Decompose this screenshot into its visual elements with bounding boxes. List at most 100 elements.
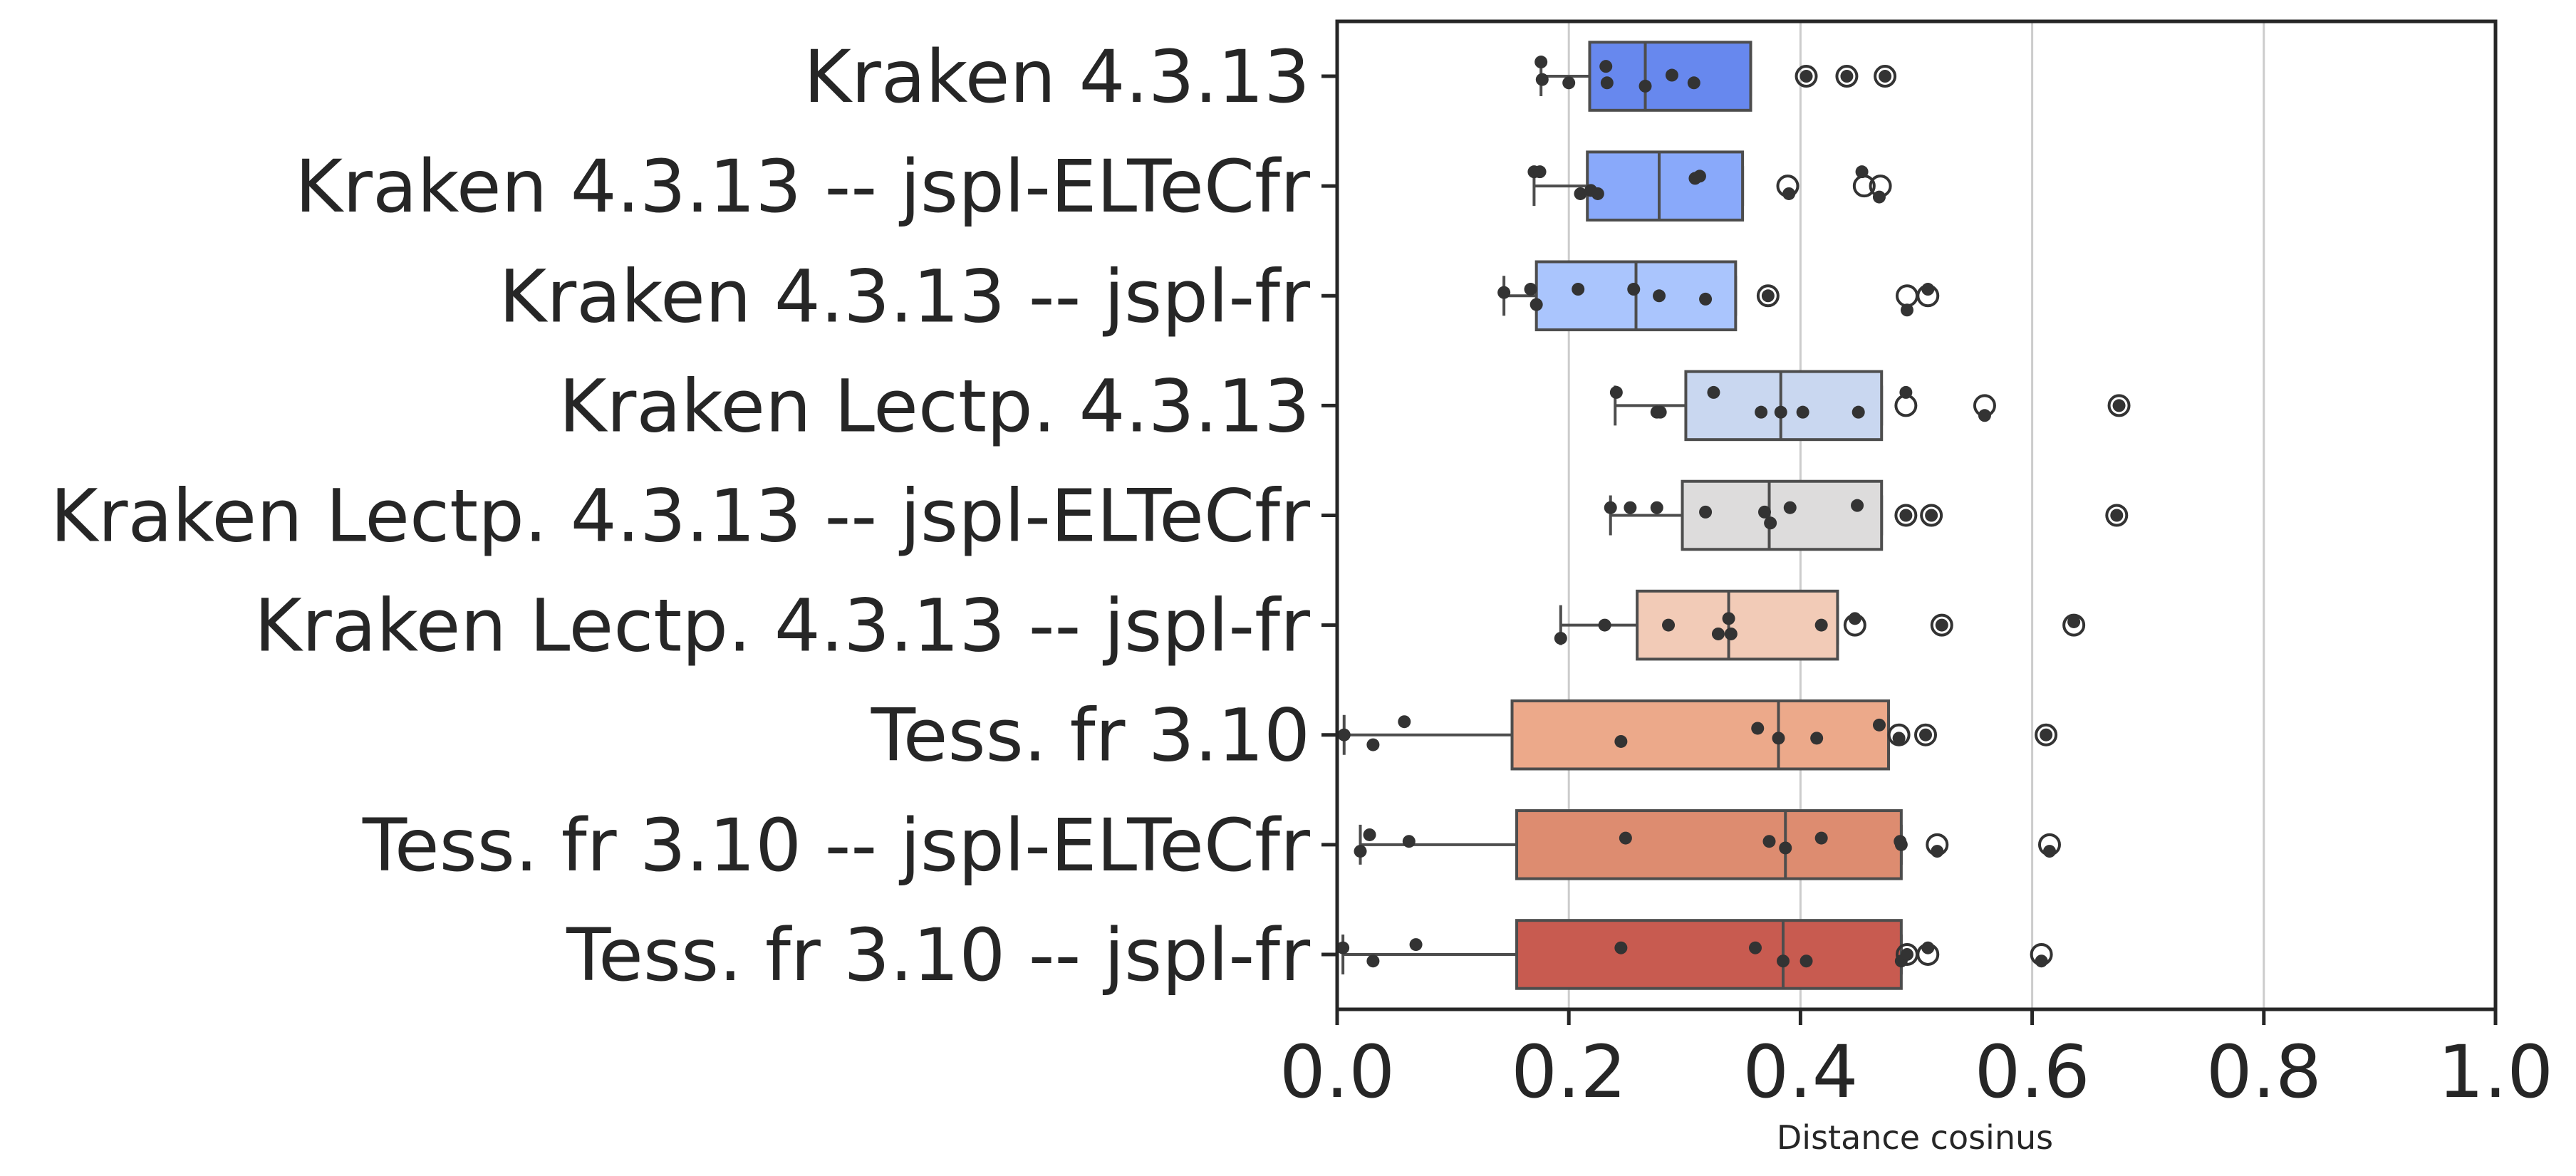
outlier-marker	[1874, 65, 1897, 88]
data-point	[1892, 732, 1906, 745]
data-point	[1762, 835, 1776, 848]
data-point	[1855, 165, 1869, 179]
data-point	[1852, 405, 1865, 419]
data-point	[1337, 728, 1351, 741]
data-point	[1921, 283, 1935, 296]
outlier-marker	[1914, 723, 1938, 746]
x-tick-label: 0.2	[1511, 1030, 1626, 1115]
data-point	[1810, 732, 1824, 745]
data-point	[1363, 828, 1376, 841]
data-point	[1757, 505, 1771, 519]
data-point	[1409, 938, 1423, 952]
data-point	[1755, 405, 1768, 419]
data-point	[1572, 283, 1585, 296]
box-group-5	[1554, 589, 2086, 661]
data-point	[1534, 56, 1548, 69]
box-group-0	[1534, 41, 1897, 112]
data-point	[1919, 728, 1933, 741]
category-label: Tess. fr 3.10 -- jspl-ELTeCfr	[362, 803, 1310, 888]
data-point	[1978, 409, 1991, 422]
outlier-marker	[1920, 504, 1943, 527]
data-point	[1627, 283, 1641, 296]
data-point	[1624, 501, 1637, 514]
data-point	[1764, 516, 1777, 530]
x-tick-label: 0.8	[2206, 1030, 2322, 1115]
data-point	[1900, 947, 1913, 961]
data-point	[1921, 941, 1935, 954]
data-point	[1650, 501, 1663, 514]
category-label: Kraken 4.3.13 -- jspl-ELTeCfr	[295, 145, 1310, 229]
data-point	[1354, 845, 1367, 858]
data-point	[1598, 618, 1611, 632]
data-point	[1707, 385, 1720, 399]
box-iqr	[1586, 150, 1745, 222]
data-point	[1851, 499, 1864, 512]
data-point	[1665, 68, 1678, 82]
category-label: Kraken Lectp. 4.3.13 -- jspl-fr	[254, 584, 1310, 669]
box-iqr	[1515, 919, 1903, 990]
category-label: Kraken 4.3.13	[804, 35, 1310, 120]
data-point	[2040, 728, 2053, 741]
data-point	[1638, 79, 1652, 93]
data-point	[1879, 70, 1892, 83]
data-point	[2110, 509, 2124, 522]
x-tick-label: 0.0	[1279, 1030, 1395, 1115]
x-tick-label: 0.4	[1743, 1030, 1858, 1115]
outlier-marker	[2035, 723, 2058, 746]
data-point	[1899, 385, 1913, 399]
box-iqr	[1684, 370, 1884, 442]
data-point	[1693, 170, 1706, 183]
data-point	[1609, 385, 1623, 399]
data-point	[1774, 405, 1787, 419]
x-tick-label: 0.6	[1974, 1030, 2089, 1115]
x-tick-label: 1.0	[2438, 1030, 2553, 1115]
box-iqr	[1515, 809, 1903, 880]
box-group-3	[1609, 370, 2131, 442]
data-point	[2067, 615, 2081, 628]
data-point	[1900, 303, 1913, 317]
category-label: Tess. fr 3.10 -- jspl-fr	[566, 913, 1310, 998]
data-point	[1530, 298, 1543, 311]
box-group-6	[1337, 699, 2058, 771]
data-point	[1779, 841, 1792, 855]
data-point	[1662, 618, 1676, 632]
data-point	[1699, 292, 1713, 306]
data-point	[1777, 954, 1790, 968]
data-point	[1574, 187, 1587, 200]
data-point	[1848, 612, 1861, 625]
data-point	[1796, 405, 1809, 419]
data-point	[1782, 187, 1796, 200]
data-point	[1894, 838, 1908, 851]
boxes	[1336, 41, 2131, 990]
data-point	[1535, 73, 1549, 86]
data-point	[1931, 845, 1944, 858]
data-point	[1600, 76, 1614, 90]
data-point	[1533, 165, 1547, 179]
outlier-marker	[1756, 284, 1780, 308]
data-point	[2035, 954, 2048, 968]
data-point	[1872, 190, 1886, 204]
data-point	[1772, 732, 1785, 745]
outlier-marker	[2105, 504, 2129, 527]
outlier-marker	[1930, 613, 1953, 637]
data-point	[1497, 286, 1511, 299]
data-point	[1366, 954, 1380, 968]
category-label: Kraken 4.3.13 -- jspl-fr	[499, 254, 1310, 339]
data-point	[1591, 187, 1604, 200]
data-point	[1562, 76, 1576, 90]
outlier-marker	[1795, 65, 1818, 88]
data-point	[1748, 941, 1762, 954]
data-point	[1935, 618, 1948, 632]
data-point	[1402, 835, 1416, 848]
data-point	[1799, 70, 1813, 83]
data-point	[1554, 632, 1567, 645]
data-point	[1840, 70, 1854, 83]
data-point	[1925, 509, 1938, 522]
data-point	[2042, 845, 2056, 858]
data-point	[1724, 627, 1738, 640]
data-point	[1366, 738, 1380, 751]
data-point	[1711, 627, 1725, 640]
data-point	[1653, 289, 1666, 303]
